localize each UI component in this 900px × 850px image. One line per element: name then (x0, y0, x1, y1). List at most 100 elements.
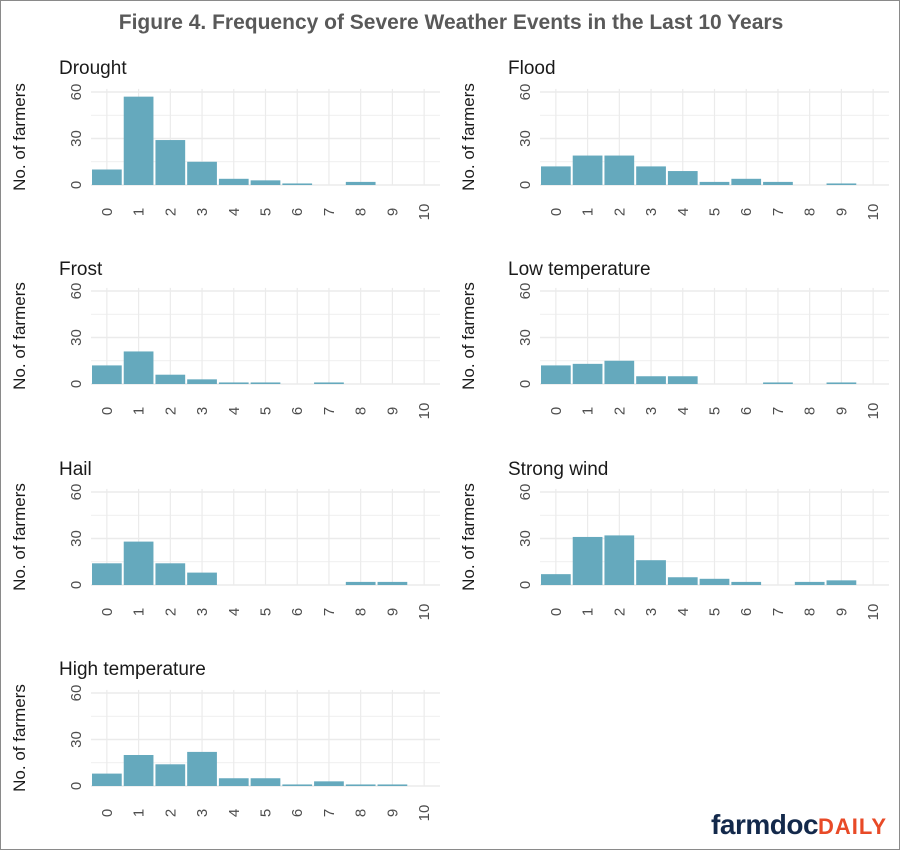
bar-3 (636, 376, 666, 384)
bar-3 (187, 572, 217, 585)
x-tick-label: 0 (99, 809, 116, 817)
x-tick-label: 6 (289, 809, 306, 817)
bar-5 (250, 382, 281, 384)
y-tick-label: 0 (68, 581, 85, 589)
x-tick-label: 9 (384, 208, 401, 216)
x-tick-label: 9 (384, 608, 401, 616)
panel-title: Frost (59, 259, 103, 280)
x-tick-label: 8 (353, 809, 370, 817)
x-tick-label: 0 (99, 608, 116, 616)
y-tick-label: 30 (68, 130, 85, 147)
bar-8 (794, 581, 825, 585)
x-tick-label: 7 (321, 208, 338, 216)
y-tick-label: 30 (517, 530, 534, 547)
x-tick-label: 9 (384, 407, 401, 415)
bar-1 (123, 96, 154, 185)
x-tick-label: 3 (194, 608, 211, 616)
bar-4 (667, 376, 698, 384)
bar-7 (314, 781, 344, 786)
x-tick-label: 7 (321, 608, 338, 616)
x-tick-label: 4 (675, 608, 692, 616)
x-tick-label: 1 (131, 608, 148, 616)
bar-3 (636, 166, 666, 185)
bar-2 (604, 535, 635, 585)
x-tick-label: 2 (162, 608, 179, 616)
bar-5 (699, 578, 730, 585)
panel-drought: Drought No. of farmers 0 30 60 0 1 2 3 4 5 6 7 8 9 10 (10, 58, 440, 220)
bar-4 (667, 577, 698, 585)
y-tick-label: 60 (68, 283, 85, 300)
y-axis-label: No. of farmers (459, 483, 478, 591)
x-tick-label: 8 (802, 407, 819, 415)
x-tick-label: 10 (865, 204, 882, 221)
x-tick-label: 5 (258, 407, 275, 415)
x-tick-label: 5 (258, 809, 275, 817)
bar-4 (218, 382, 249, 384)
x-tick-label: 7 (321, 809, 338, 817)
x-tick-label: 10 (416, 204, 433, 221)
y-tick-label: 30 (68, 731, 85, 748)
x-tick-label: 9 (833, 407, 850, 415)
x-tick-label: 3 (194, 407, 211, 415)
bar-7 (314, 382, 344, 384)
x-tick-label: 2 (162, 208, 179, 216)
x-tick-label: 7 (321, 407, 338, 415)
x-tick-label: 4 (226, 608, 243, 616)
bar-8 (345, 581, 376, 585)
x-tick-label: 8 (353, 208, 370, 216)
x-tick-label: 10 (865, 403, 882, 420)
bar-6 (282, 183, 313, 185)
x-tick-label: 8 (802, 608, 819, 616)
farmdoc-daily-logo: farmdocDAILY (711, 809, 887, 841)
y-axis-label: No. of farmers (10, 83, 29, 191)
panel-low-temperature: Low temperature No. of farmers 0 30 60 0 1 2 3 4 5… (459, 259, 889, 419)
bar-2 (155, 563, 186, 585)
panel-title: Drought (59, 58, 127, 79)
bar-0 (92, 169, 122, 185)
x-tick-label: 7 (770, 208, 787, 216)
panel-title: Hail (59, 459, 92, 480)
bar-2 (155, 764, 186, 786)
x-tick-label: 6 (738, 407, 755, 415)
y-axis-label: No. of farmers (10, 483, 29, 591)
x-tick-label: 10 (416, 403, 433, 420)
x-tick-label: 1 (580, 208, 597, 216)
y-tick-label: 0 (68, 782, 85, 790)
x-tick-label: 4 (675, 208, 692, 216)
bar-6 (731, 178, 762, 185)
bar-6 (282, 784, 313, 786)
bar-4 (218, 778, 249, 786)
panel-high-temperature: High temperature No. of farmers 0 30 60 0 1 2 3 4… (10, 659, 440, 821)
bar-3 (187, 751, 217, 786)
bar-0 (92, 365, 122, 384)
x-tick-label: 4 (675, 407, 692, 415)
panel-title: Strong wind (508, 459, 608, 480)
bar-8 (345, 784, 376, 786)
panel-flood: Flood No. of farmers 0 30 60 0 1 2 3 4 5 6 7 8 9 10 (459, 58, 889, 220)
y-tick-label: 60 (68, 84, 85, 101)
bar-0 (92, 563, 122, 585)
x-tick-label: 10 (865, 604, 882, 621)
logo-text-daily: DAILY (818, 814, 887, 839)
x-tick-label: 8 (802, 208, 819, 216)
x-tick-label: 4 (226, 809, 243, 817)
x-tick-label: 9 (384, 809, 401, 817)
bar-9 (826, 580, 857, 585)
x-tick-label: 9 (833, 608, 850, 616)
bar-4 (667, 171, 698, 185)
x-tick-label: 2 (611, 208, 628, 216)
x-tick-label: 4 (226, 407, 243, 415)
x-tick-label: 0 (548, 608, 565, 616)
x-tick-label: 8 (353, 407, 370, 415)
bar-3 (187, 161, 217, 185)
x-tick-label: 3 (643, 407, 660, 415)
x-tick-label: 5 (707, 208, 724, 216)
x-tick-label: 5 (258, 608, 275, 616)
x-tick-label: 1 (131, 809, 148, 817)
x-tick-label: 3 (194, 809, 211, 817)
y-tick-label: 30 (68, 530, 85, 547)
x-tick-label: 2 (162, 809, 179, 817)
bar-9 (826, 183, 857, 185)
